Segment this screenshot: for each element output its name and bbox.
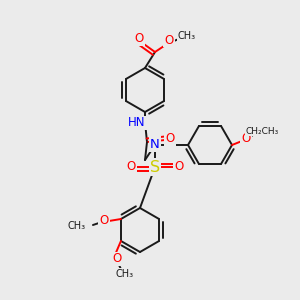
Text: O: O: [165, 133, 175, 146]
Text: O: O: [99, 214, 109, 226]
Text: CH₃: CH₃: [178, 31, 196, 41]
Text: O: O: [134, 32, 144, 46]
Text: CH₂CH₃: CH₂CH₃: [245, 127, 279, 136]
Text: O: O: [242, 131, 250, 145]
Text: HN: HN: [128, 116, 146, 130]
Text: N: N: [150, 137, 160, 151]
Text: CH₃: CH₃: [116, 269, 134, 279]
Text: CH₃: CH₃: [68, 221, 86, 231]
Text: S: S: [150, 160, 160, 175]
Text: O: O: [164, 34, 174, 46]
Text: O: O: [174, 160, 184, 172]
Text: O: O: [112, 253, 122, 266]
Text: O: O: [126, 160, 136, 172]
